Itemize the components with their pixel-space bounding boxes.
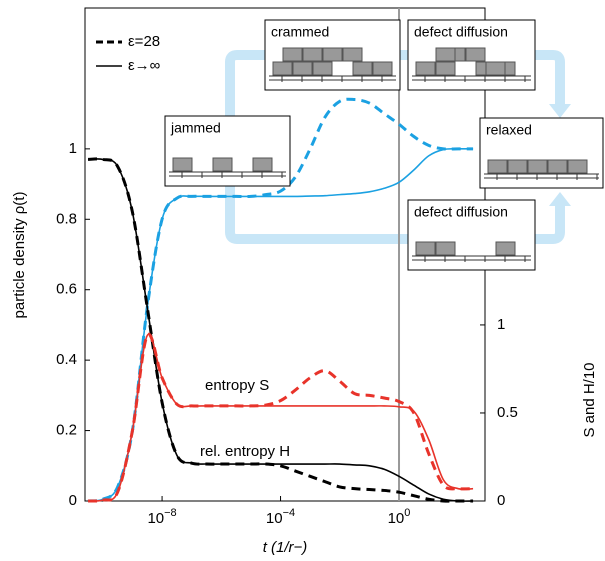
lower-arrow xyxy=(225,186,565,244)
particle xyxy=(465,47,486,62)
inset-label: jammed xyxy=(170,120,221,136)
particle xyxy=(212,157,233,172)
y-tick-label: 0.8 xyxy=(56,210,77,227)
y-axis-label: particle density ρ(t) xyxy=(11,192,28,319)
particle xyxy=(282,47,303,62)
particle xyxy=(322,47,343,62)
y-tick-label: 0.6 xyxy=(56,281,77,298)
y-tick-label: 0.2 xyxy=(56,422,77,439)
particle xyxy=(547,159,568,174)
particle xyxy=(302,47,323,62)
particle xyxy=(312,61,333,76)
plot-area: 0 0.2 0.4 0.6 0.8 1 0 0.5 1 10−8 10−4 100 entropy S r… xyxy=(56,8,518,527)
particle xyxy=(292,61,313,76)
particle xyxy=(495,241,516,256)
data-line xyxy=(87,333,474,502)
y2-tick-label: 0 xyxy=(497,492,505,509)
y-tick-label: 1 xyxy=(69,140,77,157)
x-tick-label: 10−4 xyxy=(266,507,295,527)
arrow-head xyxy=(549,192,571,206)
x-axis-label: t (1/r−) xyxy=(263,539,308,556)
inset-label: relaxed xyxy=(486,122,532,138)
particle xyxy=(415,61,436,76)
data-line xyxy=(87,157,474,503)
arrow-head xyxy=(549,104,571,118)
particle xyxy=(527,159,548,174)
inset-label: defect diffusion xyxy=(414,24,508,40)
inset-box xyxy=(164,115,291,187)
particle xyxy=(567,159,588,174)
particle xyxy=(435,61,456,76)
legend-label: ε=28 xyxy=(128,33,160,50)
data-line xyxy=(87,332,474,503)
particle xyxy=(272,61,293,76)
legend-label: ε→∞ xyxy=(128,57,161,74)
particle xyxy=(252,157,273,172)
x-tick-label: 10−8 xyxy=(147,507,176,527)
particle xyxy=(352,61,373,76)
particle xyxy=(372,61,393,76)
particle xyxy=(172,157,193,172)
insets: crammed defect diffusion jammed relaxed defe… xyxy=(164,19,604,271)
y2-tick-label: 0.5 xyxy=(497,404,518,421)
particle xyxy=(487,159,508,174)
particle xyxy=(435,47,456,62)
annotation: entropy S xyxy=(205,377,269,394)
y-tick-label: 0.4 xyxy=(56,351,77,368)
y-tick-label: 0 xyxy=(69,492,77,509)
particle xyxy=(485,61,506,76)
particle xyxy=(415,241,436,256)
y2-tick-label: 1 xyxy=(497,316,505,333)
inset-box xyxy=(479,117,604,189)
inset-label: defect diffusion xyxy=(414,204,508,220)
inset-box xyxy=(407,199,536,271)
particle xyxy=(507,159,528,174)
x-tick-label: 100 xyxy=(388,507,411,527)
inset-label: crammed xyxy=(271,24,329,40)
annotation: rel. entropy H xyxy=(200,443,290,460)
particle xyxy=(435,241,456,256)
particle xyxy=(342,47,363,62)
y2-axis-label: S and H/10 xyxy=(581,362,598,437)
